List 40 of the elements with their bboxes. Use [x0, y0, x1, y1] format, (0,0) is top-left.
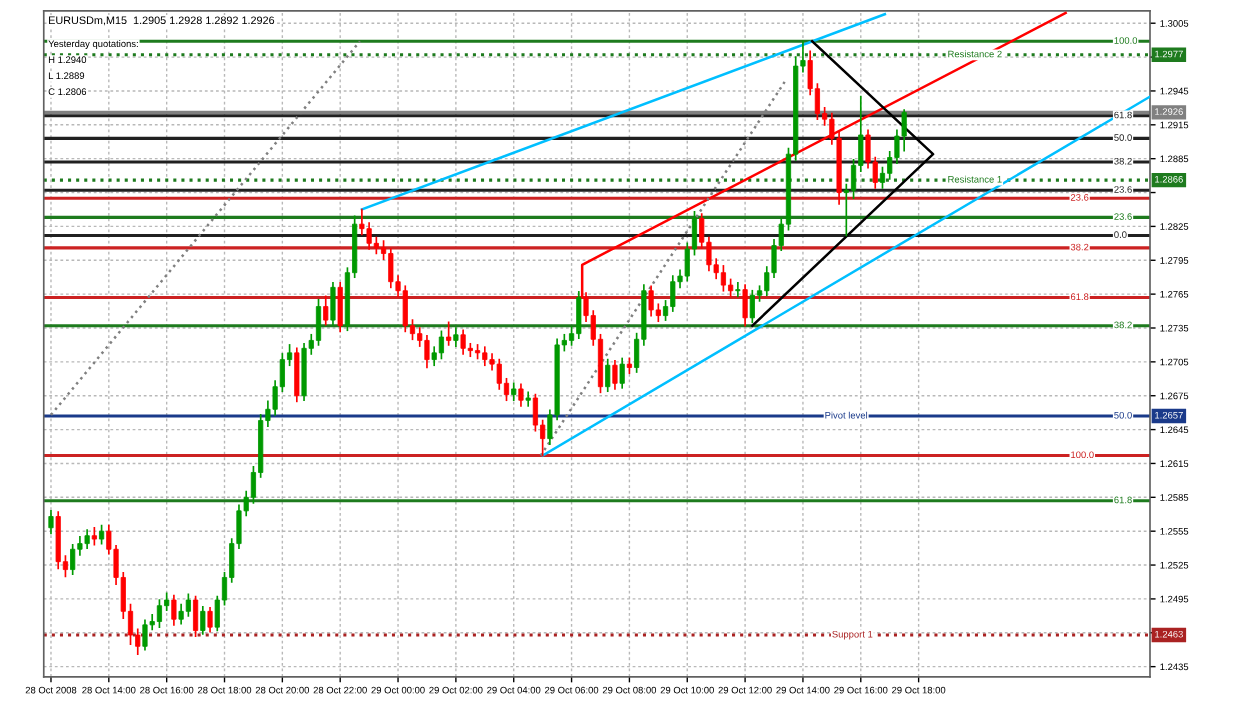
candlestick [532, 393, 539, 432]
candlestick [388, 248, 394, 289]
candlestick [438, 330, 445, 360]
candlestick [171, 594, 177, 626]
candlestick [193, 595, 199, 637]
candlestick [294, 347, 300, 403]
candlestick [482, 346, 488, 367]
candlestick [330, 282, 336, 326]
candlestick [453, 327, 459, 347]
candlestick [337, 282, 343, 333]
candlestick [48, 510, 54, 535]
candlestick [496, 358, 502, 390]
candlestick [99, 524, 105, 545]
candlestick [576, 291, 582, 339]
candlestick [720, 265, 726, 292]
candlestick [301, 342, 307, 402]
candlestick [612, 359, 618, 390]
candlestick [749, 289, 755, 324]
candlestick [70, 543, 76, 575]
candlestick [518, 383, 524, 407]
candlestick [525, 391, 531, 407]
candlestick [460, 329, 466, 355]
candlestick [142, 619, 148, 651]
candlestick [735, 282, 741, 298]
candlestick [424, 335, 430, 369]
candlestick [648, 285, 654, 317]
candlestick [742, 284, 748, 327]
candlestick [156, 599, 163, 628]
candlestick [200, 605, 206, 635]
candlestick [446, 321, 452, 346]
candlestick [605, 358, 611, 393]
candlestick [315, 298, 322, 346]
candlestick [207, 607, 213, 633]
candlestick [323, 295, 329, 326]
candlestick [185, 593, 191, 617]
candlestick [619, 357, 625, 389]
candlestick [670, 275, 676, 312]
candlestick [55, 511, 61, 570]
candlestick [178, 603, 184, 625]
candlestick [84, 529, 90, 549]
